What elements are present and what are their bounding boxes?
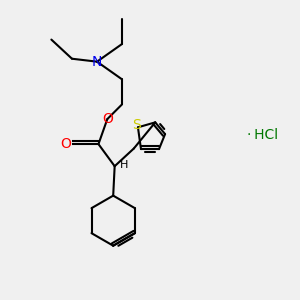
Text: O: O (102, 112, 113, 126)
Text: O: O (60, 137, 70, 151)
Text: S: S (132, 118, 141, 132)
Text: H: H (120, 160, 128, 170)
Text: · HCl: · HCl (247, 128, 278, 142)
Text: N: N (92, 55, 102, 69)
